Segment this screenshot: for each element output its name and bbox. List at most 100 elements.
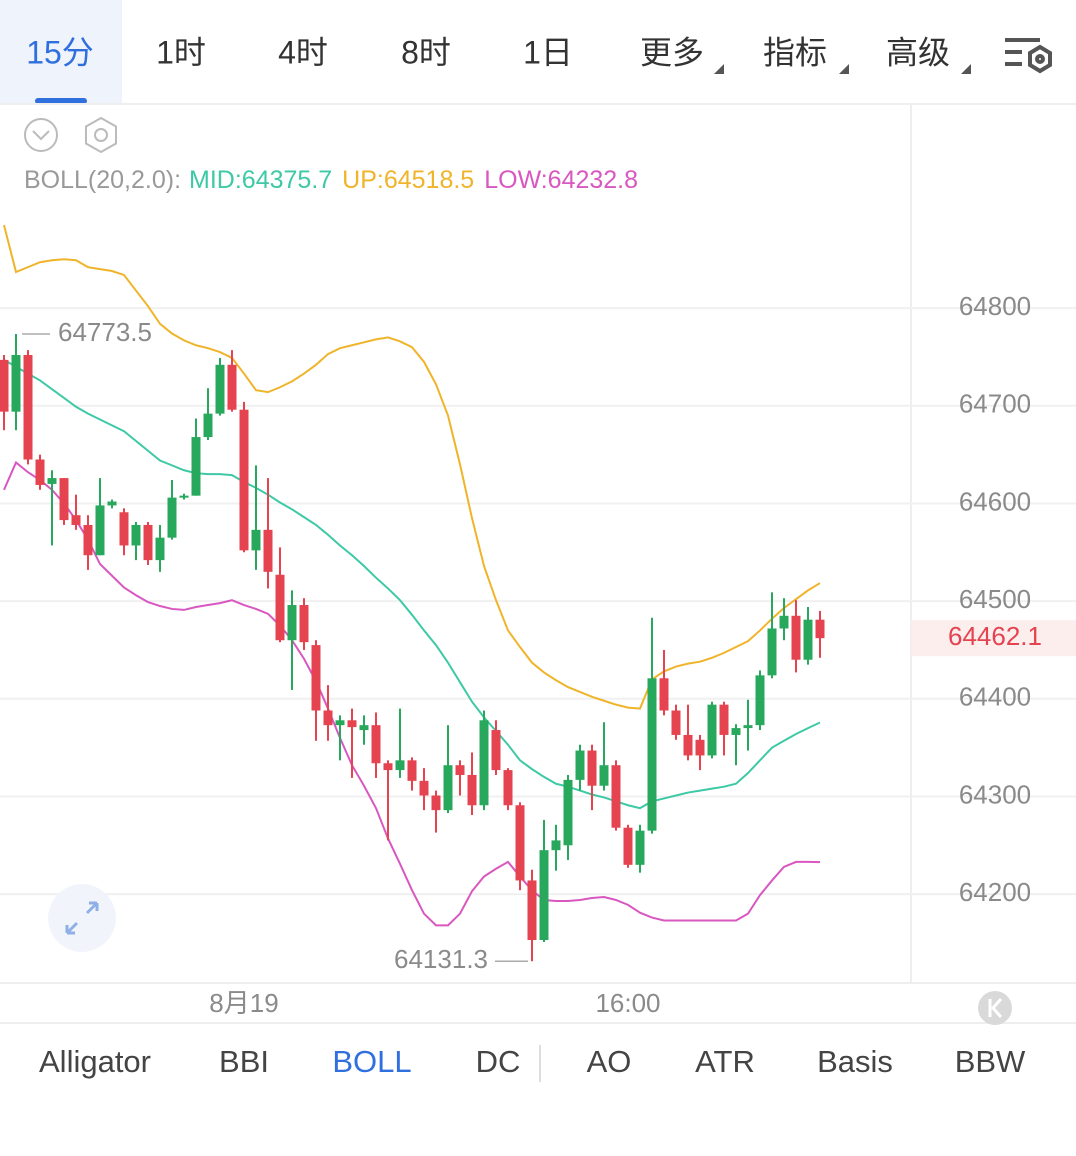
- y-tick-label: 64400: [959, 682, 1031, 712]
- candle-body: [659, 678, 669, 711]
- y-tick-label: 64300: [959, 779, 1031, 809]
- indicator-tab[interactable]: BOLL: [332, 1044, 411, 1079]
- expand-icon: [65, 901, 99, 935]
- x-tick-label: 8月19: [209, 988, 278, 1018]
- candle-body: [227, 364, 237, 410]
- candle-body: [719, 704, 729, 735]
- candle-body: [755, 675, 765, 726]
- candle-body: [503, 770, 513, 806]
- candle-body: [671, 710, 681, 735]
- legend-entry: UP:64518.5: [342, 166, 474, 194]
- expand-button[interactable]: [48, 884, 116, 952]
- candle-body: [299, 605, 309, 643]
- settings-icon[interactable]: [1005, 38, 1052, 74]
- active-tab-underline: [35, 98, 87, 104]
- indicator-tab[interactable]: Basis: [817, 1044, 893, 1079]
- dropdown-caret: [714, 64, 971, 74]
- candle-body: [251, 529, 261, 551]
- candle-body: [311, 645, 321, 711]
- candle-body: [359, 725, 369, 731]
- boll-line: [3, 224, 821, 710]
- y-tick-label: 64500: [959, 584, 1031, 614]
- candle-body: [539, 850, 549, 941]
- candle-body: [647, 678, 657, 831]
- candle-body: [743, 725, 753, 729]
- candle-body: [431, 795, 441, 811]
- plot: 64200 64300 64400 64500 64600 64700 64800 8月19 1…: [0, 166, 1076, 1018]
- candle-body: [587, 750, 597, 786]
- candle-body: [575, 750, 585, 780]
- scroll-latest-icon: [988, 998, 1003, 1018]
- candle-body: [215, 364, 225, 414]
- candle-body: [71, 515, 81, 525]
- candle-body: [443, 765, 453, 811]
- candle-body: [707, 704, 717, 756]
- indicator-tab[interactable]: DC: [476, 1044, 521, 1079]
- candle-body: [35, 459, 45, 485]
- tab[interactable]: 4时: [278, 34, 328, 70]
- indicator-label: BOLL(20,2.0):: [24, 166, 181, 194]
- candle-body: [623, 827, 633, 865]
- tab[interactable]: 高级: [886, 34, 950, 70]
- tab[interactable]: 15分: [26, 34, 94, 70]
- candle-body: [167, 497, 177, 538]
- indicator-legend: BOLL(20,2.0): MID:64375.7 UP:64518.5 LOW:64…: [24, 166, 638, 194]
- tab[interactable]: 1时: [156, 34, 206, 70]
- candle-body: [611, 765, 621, 828]
- low-marker-label: 64131.3: [394, 944, 488, 974]
- tab[interactable]: 1日: [523, 34, 573, 70]
- candle-body: [323, 710, 333, 726]
- candle-body: [179, 495, 189, 498]
- tab[interactable]: 指标: [763, 34, 827, 70]
- candle-body: [0, 359, 9, 412]
- candle-body: [263, 529, 273, 572]
- candle-body: [407, 760, 417, 781]
- candle-body: [599, 765, 609, 786]
- candle-body: [83, 524, 93, 556]
- y-tick-label: 64200: [959, 877, 1031, 907]
- indicator-tab[interactable]: ATR: [695, 1044, 755, 1079]
- candle-body: [143, 524, 153, 561]
- candle-body: [491, 730, 501, 771]
- legend-entry: LOW:64232.8: [484, 166, 638, 194]
- candle-body: [95, 505, 105, 556]
- candle-body: [371, 725, 381, 764]
- indicator-tab[interactable]: BBW: [955, 1044, 1026, 1079]
- candle-body: [47, 478, 57, 484]
- tab[interactable]: 8时: [401, 34, 451, 70]
- candle-body: [59, 478, 69, 521]
- candle-body: [803, 619, 813, 660]
- candle-body: [287, 605, 297, 641]
- indicator-tab[interactable]: AO: [587, 1044, 632, 1079]
- candle-body: [275, 574, 285, 641]
- indicator-settings-icon[interactable]: [85, 116, 117, 154]
- candle-body: [551, 840, 561, 851]
- last-price-tag: [911, 620, 1076, 657]
- candle-body: [107, 501, 117, 506]
- candle-body: [119, 512, 129, 546]
- y-tick-label: 64600: [959, 486, 1031, 516]
- candle-body: [767, 628, 777, 676]
- candle-body: [479, 720, 489, 806]
- candle-body: [155, 537, 165, 561]
- candle-body: [563, 779, 573, 846]
- legend-entry: MID:64375.7: [189, 166, 332, 194]
- collapse-icon[interactable]: [24, 118, 58, 152]
- last-price-label: 64462.1: [948, 621, 1042, 651]
- boll-line: [3, 460, 821, 927]
- y-tick-label: 64800: [959, 291, 1031, 321]
- candle-body: [791, 615, 801, 660]
- candle-body: [731, 728, 741, 735]
- y-tick-label: 64700: [959, 389, 1031, 419]
- candle-body: [239, 409, 249, 551]
- active-tab-bg: [0, 0, 122, 104]
- high-marker-label: 64773.5: [58, 317, 152, 347]
- candle-body: [815, 619, 825, 639]
- candle-body: [131, 524, 141, 546]
- indicator-tab[interactable]: BBI: [219, 1044, 269, 1079]
- candle-body: [395, 760, 405, 771]
- candle-body: [515, 805, 525, 881]
- tab[interactable]: 更多: [640, 34, 704, 70]
- indicator-tab[interactable]: Alligator: [39, 1044, 151, 1079]
